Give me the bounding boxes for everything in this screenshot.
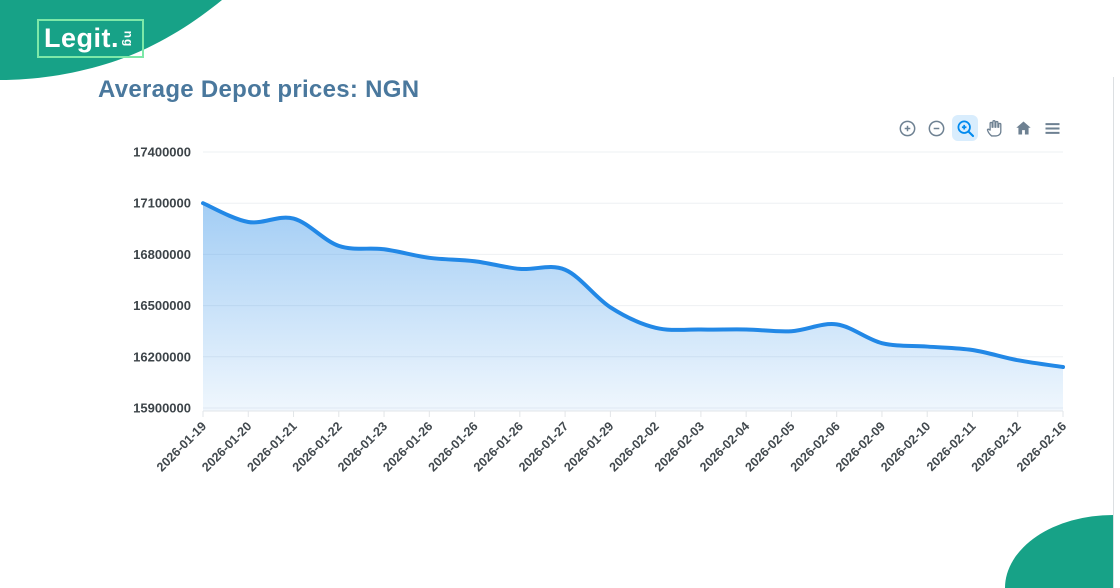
pan-icon[interactable] — [983, 117, 1005, 139]
chart-toolbar — [896, 117, 1063, 139]
y-axis-label: 15900000 — [133, 401, 191, 416]
y-axis-label: 16200000 — [133, 349, 191, 364]
zoom-in-icon[interactable] — [896, 117, 918, 139]
zoom-out-icon[interactable] — [925, 117, 947, 139]
brand-bottom-shape — [1005, 515, 1113, 588]
series-area-fill — [203, 203, 1063, 411]
logo-dot: . — [111, 23, 119, 53]
selection-zoom-icon[interactable] — [954, 117, 976, 139]
logo-suffix-text: ng — [120, 30, 135, 47]
y-axis-label: 16800000 — [133, 247, 191, 262]
logo-brand-text: Legit — [44, 23, 111, 53]
menu-icon[interactable] — [1041, 117, 1063, 139]
y-axis-label: 17400000 — [133, 145, 191, 160]
series-line — [201, 201, 1065, 370]
logo[interactable]: Legit. ng — [37, 19, 145, 58]
y-axis-label: 17100000 — [133, 196, 191, 211]
y-axis-label: 16500000 — [133, 298, 191, 313]
home-icon[interactable] — [1012, 117, 1034, 139]
price-area-chart[interactable]: 17400000 17100000 16800000 16500000 16200000… — [113, 112, 1113, 512]
x-axis-label: 2026-02-16 — [1014, 419, 1069, 474]
page-title: Average Depot prices: NGN — [98, 76, 420, 103]
panel-right-border — [1113, 77, 1114, 588]
